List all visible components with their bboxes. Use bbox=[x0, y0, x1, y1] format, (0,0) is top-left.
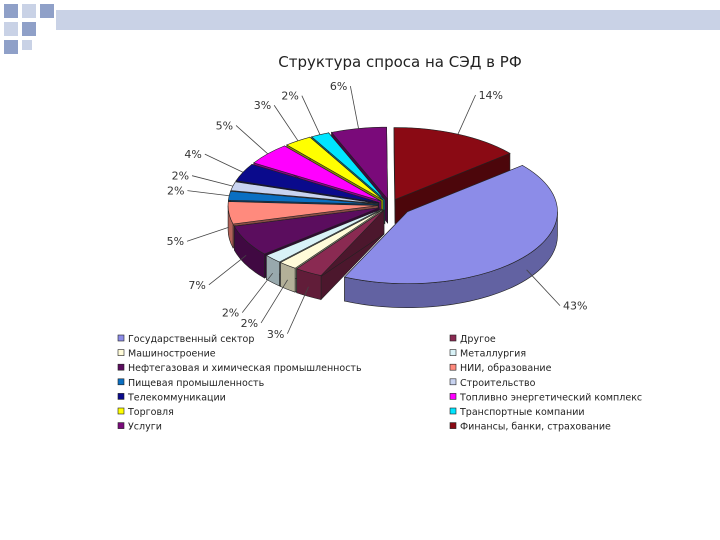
deco-square bbox=[22, 22, 36, 36]
legend-swatch bbox=[449, 378, 457, 386]
pie-slices bbox=[227, 126, 558, 308]
legend-label: Строительство bbox=[460, 378, 536, 389]
slice-percent-label: 43% bbox=[563, 300, 587, 313]
legend-label: Нефтегазовая и химическая промышленность bbox=[128, 363, 362, 374]
leader-line bbox=[526, 269, 561, 306]
legend-swatch bbox=[117, 393, 125, 400]
chart-title: Структура спроса на СЭД в РФ bbox=[278, 53, 522, 71]
legend-swatch bbox=[117, 407, 125, 415]
legend-swatch bbox=[117, 422, 125, 429]
deco-square bbox=[4, 4, 18, 18]
slice-percent-label: 2% bbox=[167, 185, 184, 198]
leader-line bbox=[235, 125, 269, 155]
slice-percent-label: 5% bbox=[167, 235, 184, 248]
pie-slice bbox=[295, 209, 385, 301]
legend-swatch bbox=[449, 393, 457, 400]
legend-label: Торговля bbox=[127, 407, 174, 418]
slice-percent-label: 2% bbox=[172, 170, 189, 183]
header-bar bbox=[56, 10, 720, 30]
corner-decoration bbox=[4, 4, 720, 54]
legend-swatch bbox=[117, 363, 125, 371]
slice-top bbox=[253, 145, 382, 202]
slice-percent-label: 4% bbox=[184, 148, 201, 161]
leader-line bbox=[457, 94, 476, 135]
legend-label: Топливно энергетический комплекс bbox=[459, 392, 642, 403]
legend-label: Услуги bbox=[128, 422, 162, 433]
legend-label: Металлургия bbox=[460, 349, 526, 360]
slice-percent-label: 2% bbox=[241, 317, 258, 330]
legend-swatch bbox=[117, 378, 125, 386]
leader-line bbox=[208, 254, 247, 286]
slice-top bbox=[230, 181, 379, 204]
legend-label: Государственный сектор bbox=[128, 334, 254, 345]
legend-swatch bbox=[117, 334, 125, 342]
slice-top bbox=[265, 208, 382, 263]
legend-swatch bbox=[449, 422, 457, 429]
slice-top bbox=[286, 136, 384, 201]
leader-line bbox=[186, 226, 229, 242]
slice-top bbox=[295, 209, 385, 276]
deco-square bbox=[40, 4, 54, 18]
slice-percent-label: 6% bbox=[330, 80, 347, 93]
pie-slice bbox=[343, 164, 558, 308]
slice-top bbox=[343, 165, 558, 284]
legend-swatch bbox=[449, 363, 457, 371]
slice-percent-label: 2% bbox=[281, 90, 298, 103]
leader-line bbox=[287, 286, 309, 334]
legend-label: Машиностроение bbox=[128, 349, 216, 360]
slice-percent-label: 5% bbox=[216, 119, 233, 132]
slice-percent-label: 14% bbox=[479, 89, 503, 102]
slice-percent-label: 3% bbox=[267, 328, 284, 341]
slice-percent-label: 2% bbox=[222, 307, 239, 320]
legend-label: Транспортные компании bbox=[459, 407, 585, 418]
slice-top bbox=[279, 209, 383, 269]
legend: Государственный сектор Другое Машиностроен… bbox=[117, 334, 642, 433]
leader-line bbox=[301, 95, 321, 135]
legend-swatch bbox=[449, 349, 457, 356]
leader-line bbox=[349, 86, 359, 129]
legend-label: НИИ, образование bbox=[460, 363, 552, 374]
slice-top bbox=[227, 201, 379, 225]
legend-label: Другое bbox=[460, 334, 496, 345]
slice-top bbox=[311, 132, 386, 200]
deco-square bbox=[22, 40, 32, 50]
slice-top bbox=[393, 127, 511, 200]
slice-percent-label: 7% bbox=[188, 279, 205, 292]
legend-swatch bbox=[117, 349, 125, 356]
leader-line bbox=[191, 175, 233, 187]
legend-swatch bbox=[449, 407, 457, 415]
legend-swatch bbox=[449, 334, 457, 342]
leader-line bbox=[187, 190, 230, 197]
leader-line bbox=[273, 105, 299, 142]
leader-line bbox=[204, 153, 244, 173]
deco-square bbox=[4, 22, 18, 36]
legend-label: Телекоммуникации bbox=[127, 392, 226, 403]
slice-top bbox=[233, 207, 380, 255]
slice-percent-label: 3% bbox=[254, 99, 271, 112]
legend-label: Пищевая промышленность bbox=[128, 378, 265, 389]
deco-square bbox=[4, 40, 18, 54]
deco-square bbox=[22, 4, 36, 18]
slice-labels: 43%3%2%2%7%5%2%2%4%5%3%2%6%14% bbox=[167, 80, 588, 341]
legend-label: Финансы, банки, страхование bbox=[460, 422, 611, 433]
leader-line bbox=[241, 272, 274, 313]
leader-line bbox=[260, 279, 288, 324]
